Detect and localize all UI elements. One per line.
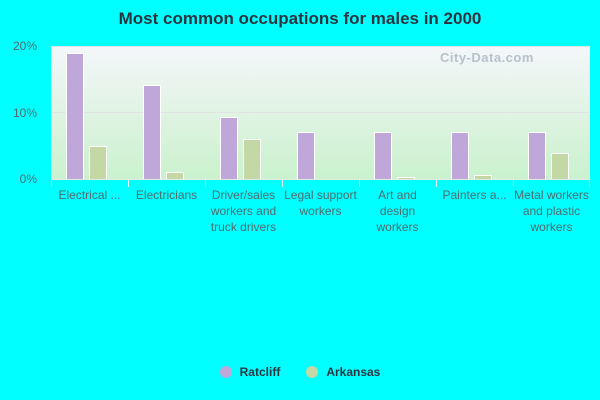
bar-arkansas[interactable] bbox=[397, 177, 415, 179]
legend-item-arkansas[interactable]: Arkansas bbox=[306, 365, 380, 379]
bar-arkansas[interactable] bbox=[474, 175, 492, 179]
x-axis bbox=[51, 179, 590, 180]
x-tick bbox=[205, 179, 206, 187]
bar-ratcliff[interactable] bbox=[528, 131, 546, 179]
y-tick-10: 10% bbox=[12, 106, 37, 120]
bar-arkansas[interactable] bbox=[89, 146, 107, 179]
watermark: City-Data.com bbox=[440, 50, 534, 65]
bar-ratcliff[interactable] bbox=[220, 116, 238, 179]
legend-label: Arkansas bbox=[326, 365, 381, 379]
bar-ratcliff[interactable] bbox=[143, 84, 161, 179]
chart-title: Most common occupations for males in 200… bbox=[118, 9, 482, 28]
x-tick bbox=[359, 179, 360, 187]
bar-arkansas[interactable] bbox=[243, 139, 261, 179]
legend-item-ratcliff[interactable]: Ratcliff bbox=[219, 365, 281, 379]
x-label: Legal support workers bbox=[284, 188, 357, 218]
x-tick bbox=[513, 179, 514, 187]
x-label: Electrical ... bbox=[58, 188, 121, 202]
bar-ratcliff[interactable] bbox=[451, 131, 469, 179]
y-tick-0: 0% bbox=[19, 172, 37, 186]
x-tick bbox=[51, 179, 52, 187]
x-tick bbox=[128, 179, 129, 187]
legend-label: Ratcliff bbox=[239, 365, 281, 379]
x-tick bbox=[282, 179, 283, 187]
x-label: Electricians bbox=[135, 188, 198, 202]
bar-ratcliff[interactable] bbox=[66, 52, 84, 179]
gridline-10 bbox=[51, 112, 590, 113]
x-tick bbox=[589, 179, 590, 187]
arkansas-swatch-icon bbox=[306, 366, 319, 378]
gridline-20 bbox=[51, 46, 590, 47]
x-label: Driver/sales workers and truck drivers bbox=[210, 188, 277, 234]
bar-ratcliff[interactable] bbox=[374, 131, 392, 179]
x-label: Art and design workers bbox=[376, 188, 419, 234]
bar-arkansas[interactable] bbox=[551, 153, 569, 179]
legend: Ratcliff Arkansas bbox=[0, 365, 600, 379]
ratcliff-swatch-icon bbox=[219, 366, 232, 378]
plot-area: City-Data.com bbox=[51, 46, 590, 179]
bar-arkansas[interactable] bbox=[166, 172, 184, 179]
x-label: Metal workers and plastic workers bbox=[514, 188, 589, 234]
y-tick-20: 20% bbox=[12, 39, 37, 53]
x-label: Painters a... bbox=[442, 188, 507, 202]
bar-ratcliff[interactable] bbox=[297, 131, 315, 179]
x-tick bbox=[436, 179, 437, 187]
